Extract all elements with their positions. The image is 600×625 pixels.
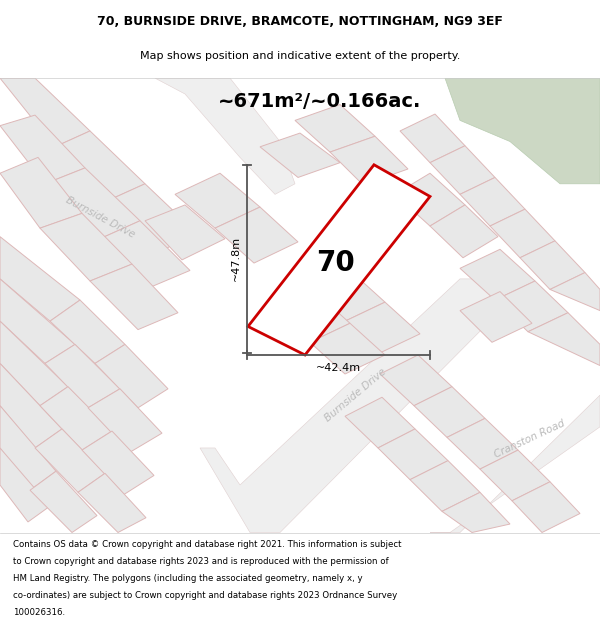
Polygon shape [275, 292, 350, 342]
Polygon shape [447, 418, 518, 469]
Text: ~47.8m: ~47.8m [231, 236, 241, 281]
Text: Burnside Drive: Burnside Drive [322, 367, 388, 424]
Text: Cranston Road: Cranston Road [493, 419, 567, 460]
Polygon shape [414, 387, 485, 438]
Polygon shape [430, 395, 600, 532]
Polygon shape [442, 492, 510, 532]
Polygon shape [110, 184, 195, 249]
Polygon shape [82, 431, 154, 494]
Polygon shape [512, 482, 580, 532]
Polygon shape [495, 281, 568, 332]
Polygon shape [295, 104, 375, 152]
Polygon shape [520, 241, 585, 289]
Text: Contains OS data © Crown copyright and database right 2021. This information is : Contains OS data © Crown copyright and d… [13, 540, 402, 549]
Polygon shape [30, 471, 97, 532]
Polygon shape [248, 165, 430, 355]
Polygon shape [0, 448, 50, 522]
Polygon shape [155, 78, 295, 194]
Polygon shape [460, 249, 535, 300]
Text: HM Land Registry. The polygons (including the associated geometry, namely x, y: HM Land Registry. The polygons (includin… [13, 574, 363, 583]
Polygon shape [0, 363, 62, 448]
Polygon shape [35, 429, 105, 493]
Polygon shape [90, 264, 178, 329]
Polygon shape [145, 205, 225, 260]
Text: 70, BURNSIDE DRIVE, BRAMCOTE, NOTTINGHAM, NG9 3EF: 70, BURNSIDE DRIVE, BRAMCOTE, NOTTINGHAM… [97, 16, 503, 28]
Polygon shape [490, 209, 555, 258]
Polygon shape [45, 344, 120, 408]
Polygon shape [430, 146, 495, 194]
Polygon shape [345, 302, 420, 353]
Polygon shape [95, 344, 168, 408]
Polygon shape [45, 168, 140, 239]
Polygon shape [40, 387, 112, 450]
Polygon shape [215, 207, 298, 263]
Polygon shape [260, 133, 340, 178]
Polygon shape [0, 115, 85, 184]
Polygon shape [40, 213, 132, 281]
Text: 100026316.: 100026316. [13, 608, 65, 618]
Polygon shape [445, 78, 600, 184]
Polygon shape [55, 131, 145, 199]
Text: Map shows position and indicative extent of the property.: Map shows position and indicative extent… [140, 51, 460, 61]
Polygon shape [400, 114, 465, 162]
Polygon shape [528, 312, 600, 366]
Polygon shape [480, 450, 550, 501]
Polygon shape [410, 461, 480, 511]
Polygon shape [460, 292, 532, 342]
Polygon shape [550, 272, 600, 311]
Polygon shape [0, 237, 80, 321]
Polygon shape [0, 321, 68, 406]
Polygon shape [460, 177, 525, 226]
Text: co-ordinates) are subject to Crown copyright and database rights 2023 Ordnance S: co-ordinates) are subject to Crown copyr… [13, 591, 397, 600]
Polygon shape [0, 279, 75, 363]
Polygon shape [0, 158, 82, 228]
Text: 70: 70 [316, 249, 355, 277]
Text: ~42.4m: ~42.4m [316, 363, 361, 373]
Polygon shape [50, 300, 125, 363]
Text: Burnside Drive: Burnside Drive [64, 195, 136, 240]
Polygon shape [310, 271, 385, 321]
Polygon shape [395, 173, 465, 226]
Polygon shape [100, 221, 190, 288]
Polygon shape [78, 473, 146, 532]
Polygon shape [0, 406, 56, 490]
Polygon shape [330, 136, 408, 185]
Text: ~671m²/~0.166ac.: ~671m²/~0.166ac. [218, 92, 422, 111]
Polygon shape [0, 78, 90, 147]
Text: to Crown copyright and database rights 2023 and is reproduced with the permissio: to Crown copyright and database rights 2… [13, 557, 389, 566]
Polygon shape [430, 205, 498, 258]
Polygon shape [88, 389, 162, 452]
Polygon shape [310, 323, 385, 374]
Polygon shape [380, 355, 452, 406]
Polygon shape [175, 173, 260, 228]
Polygon shape [345, 398, 415, 448]
Polygon shape [378, 429, 448, 479]
Polygon shape [200, 279, 490, 532]
